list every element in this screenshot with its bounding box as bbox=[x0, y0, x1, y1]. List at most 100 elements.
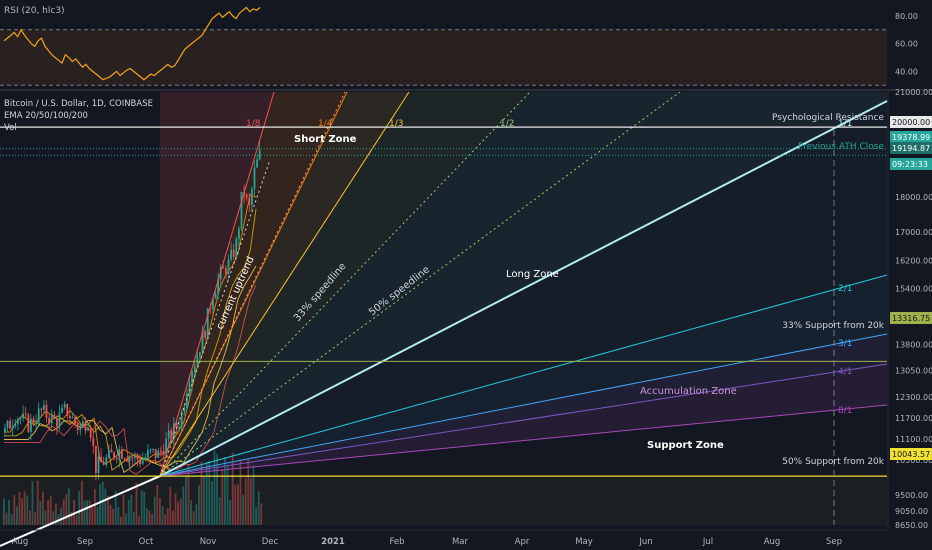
price-tick-12: 13050.00 bbox=[895, 367, 932, 376]
candle-body bbox=[149, 449, 152, 451]
volume-bar bbox=[112, 508, 114, 525]
volume-bar bbox=[91, 507, 94, 525]
candle-body bbox=[152, 449, 154, 451]
volume-bar bbox=[55, 503, 57, 525]
price-tick-14: 11700.00 bbox=[895, 414, 932, 423]
candle-body bbox=[183, 407, 186, 413]
volume-bar bbox=[130, 494, 133, 525]
volume-bar bbox=[198, 485, 200, 525]
candle-body bbox=[139, 459, 141, 465]
support-50-label: 50% Support from 20k bbox=[782, 457, 885, 467]
candle-body bbox=[227, 259, 230, 275]
price-tick-15: 11100.00 bbox=[895, 435, 932, 444]
volume-bar bbox=[172, 510, 174, 525]
gann-fan-lines[interactable] bbox=[0, 91, 888, 547]
volume-bar bbox=[34, 512, 36, 525]
volume-bar bbox=[185, 475, 187, 525]
time-tick-10: Jun bbox=[638, 537, 652, 547]
volume-bar bbox=[138, 516, 140, 525]
candle-body bbox=[56, 418, 58, 427]
legend-ema: EMA 20/50/100/200 bbox=[4, 111, 88, 121]
zone-support bbox=[0, 476, 887, 525]
price-tick-5: 18000.00 bbox=[895, 193, 932, 202]
candle-body bbox=[69, 415, 71, 418]
volume-bar bbox=[3, 498, 5, 525]
fan-label-1-8: 1/8 bbox=[246, 119, 261, 129]
time-axis[interactable]: Aug Sep Oct Nov Dec 2021 Feb Mar Apr May Jun Jul Aug… bbox=[0, 529, 887, 547]
volume-bar bbox=[107, 495, 109, 525]
horizontal-levels[interactable] bbox=[0, 126, 887, 477]
price-badge-text-11: 13316.75 bbox=[892, 314, 930, 323]
support-33-label: 33% Support from 20k bbox=[782, 321, 885, 331]
candle-body bbox=[206, 308, 209, 338]
candle-body bbox=[76, 423, 79, 431]
rsi-panel: RSI (20, hlc3) 80.00 60.00 40.00 bbox=[0, 6, 918, 86]
candle-body bbox=[19, 418, 22, 420]
candle-body bbox=[71, 417, 74, 419]
support-zone-label: Support Zone bbox=[647, 440, 724, 451]
volume-bar bbox=[26, 495, 29, 525]
volume-bar bbox=[174, 493, 177, 525]
volume-bar bbox=[211, 481, 213, 525]
price-tick-16: 10500.00 bbox=[895, 456, 932, 465]
volume-bar bbox=[16, 506, 18, 525]
candle-body bbox=[4, 427, 6, 433]
candle-body bbox=[74, 417, 76, 424]
volume-bars bbox=[3, 450, 263, 525]
candle-body bbox=[209, 308, 212, 310]
volume-bar bbox=[195, 504, 198, 525]
volume-bar bbox=[44, 510, 47, 525]
volume-bar bbox=[231, 453, 234, 525]
volume-bar bbox=[166, 508, 169, 525]
candle-body bbox=[144, 457, 147, 460]
candle-body bbox=[92, 437, 95, 446]
candle-body bbox=[160, 450, 162, 452]
volume-bar bbox=[140, 490, 143, 525]
price-badge-11 bbox=[890, 312, 932, 324]
volume-bar bbox=[192, 511, 195, 525]
rsi-band bbox=[0, 29, 887, 86]
volume-bar bbox=[229, 500, 231, 525]
candle-body bbox=[217, 279, 219, 294]
candle-body bbox=[225, 268, 227, 275]
candle-body bbox=[170, 430, 173, 440]
candle-body bbox=[131, 457, 134, 459]
price-tick-19: 9050.00 bbox=[895, 507, 928, 516]
volume-bar bbox=[216, 454, 218, 525]
candle-body bbox=[248, 197, 251, 205]
volume-bar bbox=[252, 465, 255, 525]
volume-bar bbox=[120, 516, 122, 525]
volume-bar bbox=[68, 488, 70, 525]
legend-vol: Vol bbox=[4, 123, 17, 133]
volume-bar bbox=[242, 494, 244, 525]
candle-body bbox=[162, 451, 165, 456]
volume-bar bbox=[8, 500, 10, 525]
candle-body bbox=[45, 405, 48, 418]
time-tick-11: Jul bbox=[702, 537, 713, 547]
rsi-line bbox=[3, 6, 261, 81]
fan-label-1-1: 1/1 bbox=[838, 119, 852, 129]
volume-bar bbox=[221, 469, 224, 525]
volume-bar bbox=[161, 506, 164, 525]
volume-bar bbox=[125, 513, 127, 525]
candle-body bbox=[167, 430, 170, 439]
candle-body bbox=[58, 412, 61, 427]
candle-body bbox=[87, 427, 89, 431]
volume-bar bbox=[133, 512, 135, 525]
volume-bar bbox=[21, 498, 23, 525]
candle-body bbox=[157, 450, 160, 458]
price-axis[interactable]: 21000.00 20000.00 19378.99 19194.87 09:23:33… bbox=[887, 88, 932, 531]
candle-body bbox=[178, 427, 180, 428]
candle-body bbox=[240, 191, 243, 229]
rsi-label: RSI (20, hlc3) bbox=[4, 6, 65, 16]
volume-bar bbox=[70, 511, 73, 525]
volume-bar bbox=[42, 491, 44, 525]
fan-line-18 bbox=[159, 91, 275, 477]
candle-body bbox=[97, 456, 100, 473]
volume-bar bbox=[96, 506, 99, 525]
candle-body bbox=[245, 194, 248, 198]
volume-bar bbox=[18, 492, 21, 525]
candle-body bbox=[186, 393, 188, 408]
